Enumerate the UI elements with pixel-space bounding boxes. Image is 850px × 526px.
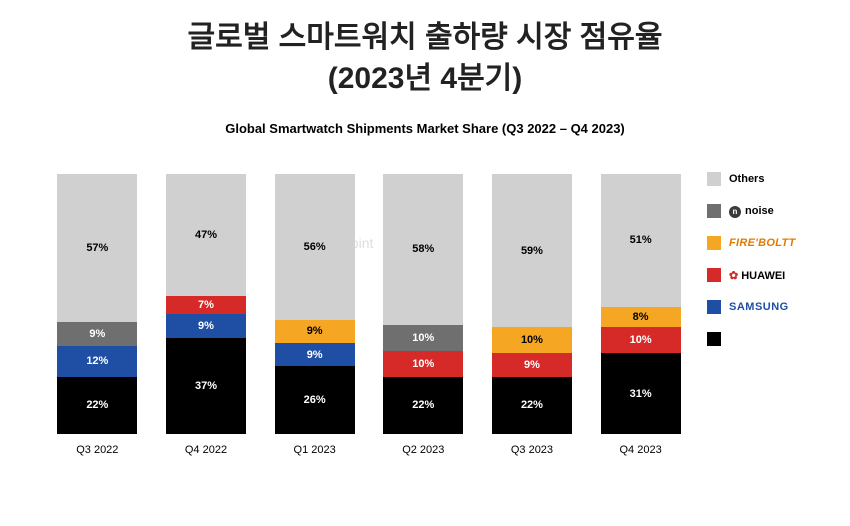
chart-x-label: Q3 2023	[511, 444, 553, 458]
chart-segment-label: 9%	[524, 359, 540, 371]
chart-column: 47% 7% 9% 37% Q4 2022	[161, 174, 251, 458]
chart-segment-noise: 9%	[57, 322, 137, 345]
chart-segment-label: 9%	[198, 320, 214, 332]
legend-item-others: Others	[707, 172, 835, 186]
chart-column: 57% 9% 12% 22% Q3 2022	[52, 174, 142, 458]
chart-segment-apple: 22%	[383, 377, 463, 434]
chart-column: 56% 9% 9% 26% Q1 2023	[270, 174, 360, 458]
chart-segment-label: 9%	[307, 325, 323, 337]
chart-segment-others: 56%	[275, 174, 355, 320]
title-line-1: 글로벌 스마트워치 출하량 시장 점유율	[0, 18, 850, 59]
chart-segment-others: 58%	[383, 174, 463, 325]
chart-segment-label: 57%	[86, 242, 108, 254]
title-line-2: (2023년 4분기)	[0, 59, 850, 100]
chart-x-label: Q2 2023	[402, 444, 444, 458]
chart-column: 58% 10% 10% 22% Q2 2023	[378, 174, 468, 458]
chart-segment-fireboltt: 10%	[492, 327, 572, 353]
chart-segment-others: 59%	[492, 174, 572, 327]
legend-label: FIRE'BOLTT	[729, 237, 796, 249]
chart-segment-label: 31%	[630, 388, 652, 400]
chart-segment-label: 26%	[304, 394, 326, 406]
chart-bar: 59% 10% 9% 22%	[492, 174, 572, 434]
legend-label: ✿HUAWEI	[729, 269, 785, 282]
chart-bar: 51% 8% 10% 31%	[601, 174, 681, 434]
legend-swatch	[707, 300, 721, 314]
chart-bar: 58% 10% 10% 22%	[383, 174, 463, 434]
chart-segment-others: 57%	[57, 174, 137, 322]
legend-item-huawei: ✿HUAWEI	[707, 268, 835, 282]
chart-segment-huawei: 10%	[601, 327, 681, 353]
chart-x-label: Q3 2022	[76, 444, 118, 458]
chart-segment-label: 7%	[198, 299, 214, 311]
legend-text: HUAWEI	[741, 270, 785, 282]
chart-segment-samsung: 9%	[275, 343, 355, 366]
legend-item-fireboltt: FIRE'BOLTT	[707, 236, 835, 250]
chart-segment-others: 47%	[166, 174, 246, 296]
chart-segment-apple: 31%	[601, 353, 681, 434]
chart-segment-label: 22%	[412, 399, 434, 411]
chart-segment-apple: 22%	[57, 377, 137, 434]
legend-item-apple	[707, 332, 835, 346]
chart-segment-label: 8%	[633, 311, 649, 323]
chart-segment-fireboltt: 9%	[275, 320, 355, 343]
chart-segment-samsung: 12%	[57, 346, 137, 377]
legend-item-noise: nnoise	[707, 204, 835, 218]
chart-bar: 47% 7% 9% 37%	[166, 174, 246, 434]
chart-segment-apple: 26%	[275, 366, 355, 434]
chart-x-label: Q1 2023	[294, 444, 336, 458]
legend-swatch	[707, 332, 721, 346]
chart-x-label: Q4 2023	[620, 444, 662, 458]
chart-bar: 57% 9% 12% 22%	[57, 174, 137, 434]
chart-segment-fireboltt: 8%	[601, 307, 681, 328]
page-title-block: 글로벌 스마트워치 출하량 시장 점유율 (2023년 4분기)	[0, 0, 850, 99]
chart-x-label: Q4 2022	[185, 444, 227, 458]
chart-segment-label: 22%	[86, 399, 108, 411]
huawei-icon: ✿	[729, 270, 738, 282]
chart-segment-label: 56%	[304, 241, 326, 253]
chart-column: 59% 10% 9% 22% Q3 2023	[487, 174, 577, 458]
chart-segment-label: 9%	[89, 328, 105, 340]
chart-segment-apple: 22%	[492, 377, 572, 434]
chart-segment-label: 37%	[195, 380, 217, 392]
noise-icon: n	[729, 206, 741, 218]
chart-segment-samsung: 9%	[166, 314, 246, 337]
chart-segment-label: 59%	[521, 245, 543, 257]
chart-column: 51% 8% 10% 31% Q4 2023	[596, 174, 686, 458]
chart-segment-label: 10%	[412, 358, 434, 370]
chart-segment-label: 47%	[195, 229, 217, 241]
chart-segment-label: 22%	[521, 399, 543, 411]
legend-label: SAMSUNG	[729, 301, 789, 313]
chart-segment-label: 12%	[86, 355, 108, 367]
chart-segment-label: 58%	[412, 243, 434, 255]
chart-segment-label: 51%	[630, 234, 652, 246]
legend-label: Others	[729, 173, 764, 185]
legend-text: noise	[745, 205, 774, 217]
legend-swatch	[707, 268, 721, 282]
chart-segment-label: 10%	[521, 334, 543, 346]
chart-segment-others: 51%	[601, 174, 681, 307]
chart-segment-noise: 10%	[383, 325, 463, 351]
chart-segment-label: 9%	[307, 349, 323, 361]
legend-label: nnoise	[729, 205, 774, 218]
chart-segment-label: 10%	[630, 334, 652, 346]
legend-item-samsung: SAMSUNG	[707, 300, 835, 314]
chart-segment-label: 10%	[412, 332, 434, 344]
chart-segment-huawei: 10%	[383, 351, 463, 377]
chart-title: Global Smartwatch Shipments Market Share…	[0, 121, 850, 136]
chart-legend: Others nnoise FIRE'BOLTT ✿HUAWEI SAMSUNG	[707, 148, 835, 478]
chart-container: Counterpoint 57%9%12%22%Q3 202247%7%9%37…	[15, 148, 835, 478]
legend-swatch	[707, 172, 721, 186]
legend-swatch	[707, 236, 721, 250]
chart-segment-huawei: 9%	[492, 353, 572, 376]
chart-segment-apple: 37%	[166, 338, 246, 434]
chart-bar: 56% 9% 9% 26%	[275, 174, 355, 434]
chart-segment-huawei: 7%	[166, 296, 246, 314]
legend-swatch	[707, 204, 721, 218]
chart-plot-area: Counterpoint 57%9%12%22%Q3 202247%7%9%37…	[15, 148, 707, 458]
